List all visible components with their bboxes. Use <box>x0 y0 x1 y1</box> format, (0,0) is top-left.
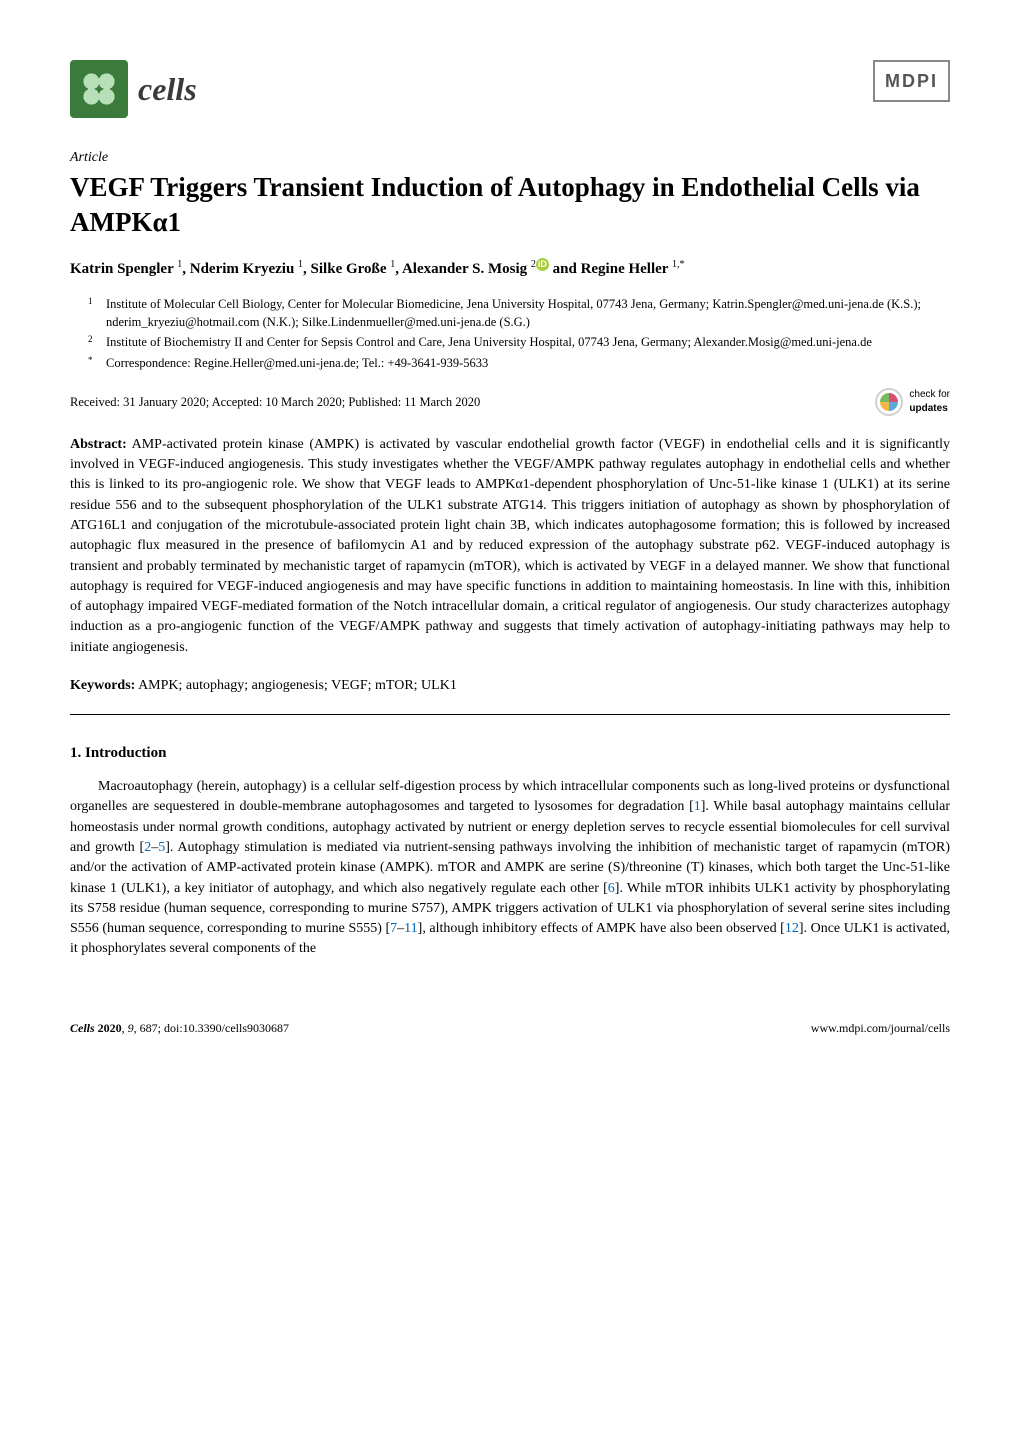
cells-logo-icon <box>70 60 128 118</box>
affiliation-text: Institute of Molecular Cell Biology, Cen… <box>106 295 950 331</box>
article-title: VEGF Triggers Transient Induction of Aut… <box>70 170 950 240</box>
check-updates-label: check for updates <box>909 388 950 417</box>
journal-logo-block: cells <box>70 60 197 118</box>
check-updates-icon <box>875 388 903 416</box>
check-for-updates[interactable]: check for updates <box>875 388 950 417</box>
article-type: Article <box>70 148 950 168</box>
citation-link[interactable]: 12 <box>785 921 799 936</box>
citation-link[interactable]: 6 <box>608 881 615 896</box>
author-sup: 1 <box>177 259 182 270</box>
footer-citation: Cells 2020, 9, 687; doi:10.3390/cells903… <box>70 1020 289 1037</box>
publisher-logo: MDPI <box>873 60 950 102</box>
author-list: Katrin Spengler 1, Nderim Kryeziu 1, Sil… <box>70 258 950 281</box>
header: cells MDPI <box>70 60 950 118</box>
author: Katrin Spengler <box>70 261 173 277</box>
keywords: Keywords: AMPK; autophagy; angiogenesis;… <box>70 676 950 696</box>
affiliations: 1 Institute of Molecular Cell Biology, C… <box>70 295 950 372</box>
author: Silke Große <box>311 261 387 277</box>
author-sup: 1 <box>390 259 395 270</box>
journal-name: cells <box>138 66 197 112</box>
author: Regine Heller <box>581 261 669 277</box>
footer-url[interactable]: www.mdpi.com/journal/cells <box>811 1020 950 1037</box>
abstract-label: Abstract: <box>70 437 127 452</box>
author-sup: 1,* <box>672 259 685 270</box>
publication-dates: Received: 31 January 2020; Accepted: 10 … <box>70 393 480 411</box>
author: Nderim Kryeziu <box>190 261 295 277</box>
author: Alexander S. Mosig <box>402 261 527 277</box>
keywords-label: Keywords: <box>70 678 135 693</box>
correspondence-marker: * <box>88 354 96 372</box>
separator <box>70 714 950 715</box>
footer: Cells 2020, 9, 687; doi:10.3390/cells903… <box>70 1020 950 1037</box>
dates-row: Received: 31 January 2020; Accepted: 10 … <box>70 388 950 417</box>
abstract-text: AMP-activated protein kinase (AMPK) is a… <box>70 437 950 655</box>
section-heading: 1. Introduction <box>70 743 950 765</box>
affiliation-number: 1 <box>88 295 96 331</box>
affiliation-row: 1 Institute of Molecular Cell Biology, C… <box>88 295 950 331</box>
affiliation-row: * Correspondence: Regine.Heller@med.uni-… <box>88 354 950 372</box>
author-sup: 1 <box>298 259 303 270</box>
abstract: Abstract: AMP-activated protein kinase (… <box>70 435 950 658</box>
affiliation-number: 2 <box>88 333 96 351</box>
affiliation-text: Institute of Biochemistry II and Center … <box>106 333 872 351</box>
correspondence-text: Correspondence: Regine.Heller@med.uni-je… <box>106 354 488 372</box>
orcid-icon[interactable]: iD <box>536 258 549 271</box>
body-paragraph: Macroautophagy (herein, autophagy) is a … <box>70 777 950 960</box>
keywords-text: AMPK; autophagy; angiogenesis; VEGF; mTO… <box>138 678 457 693</box>
citation-link[interactable]: 1 <box>694 799 701 814</box>
affiliation-row: 2 Institute of Biochemistry II and Cente… <box>88 333 950 351</box>
citation-link[interactable]: 11 <box>404 921 417 936</box>
